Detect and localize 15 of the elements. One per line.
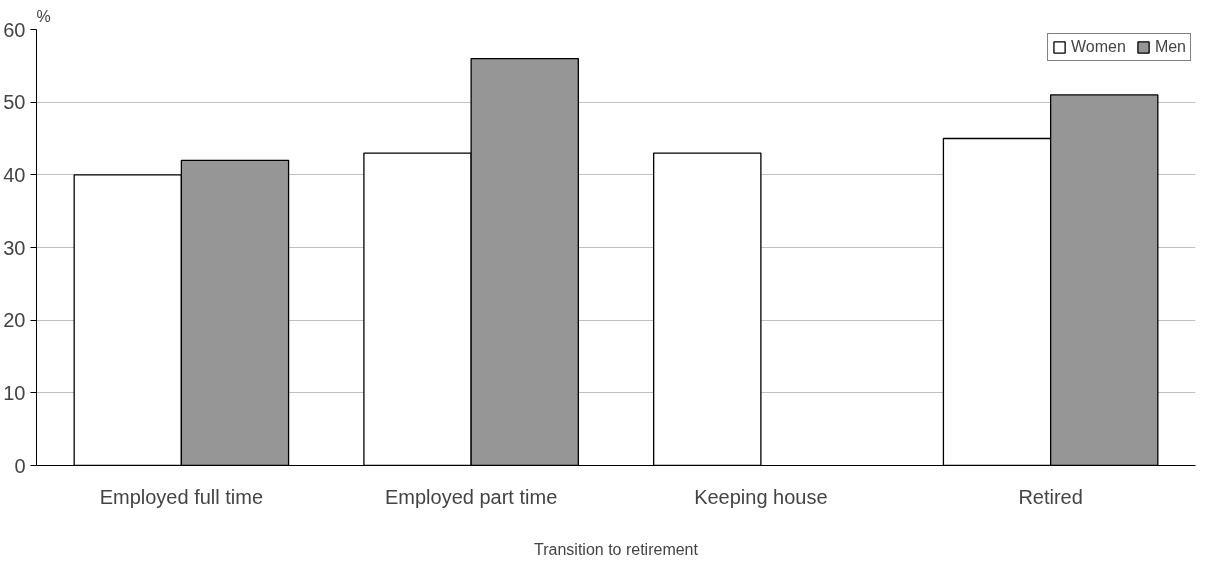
y-tick-label: 10 [3, 381, 26, 404]
x-tick-label: Keeping house [694, 485, 828, 508]
x-tick-label: Employed full time [99, 485, 264, 508]
y-tick-label: 50 [3, 91, 26, 114]
x-tick-label: Retired [1018, 485, 1083, 508]
y-tick-label: 60 [3, 18, 26, 41]
x-axis-title: Transition to retirement [534, 540, 699, 558]
legend-label: Women [1071, 38, 1126, 56]
y-tick-label: 20 [3, 309, 26, 332]
y-axis-title: % [36, 7, 51, 25]
x-tick-label: Employed part time [384, 485, 558, 508]
y-tick-label: 0 [14, 454, 26, 477]
legend-label: Men [1154, 38, 1186, 56]
y-tick-label: 40 [3, 163, 26, 186]
y-tick-label: 30 [3, 236, 26, 259]
